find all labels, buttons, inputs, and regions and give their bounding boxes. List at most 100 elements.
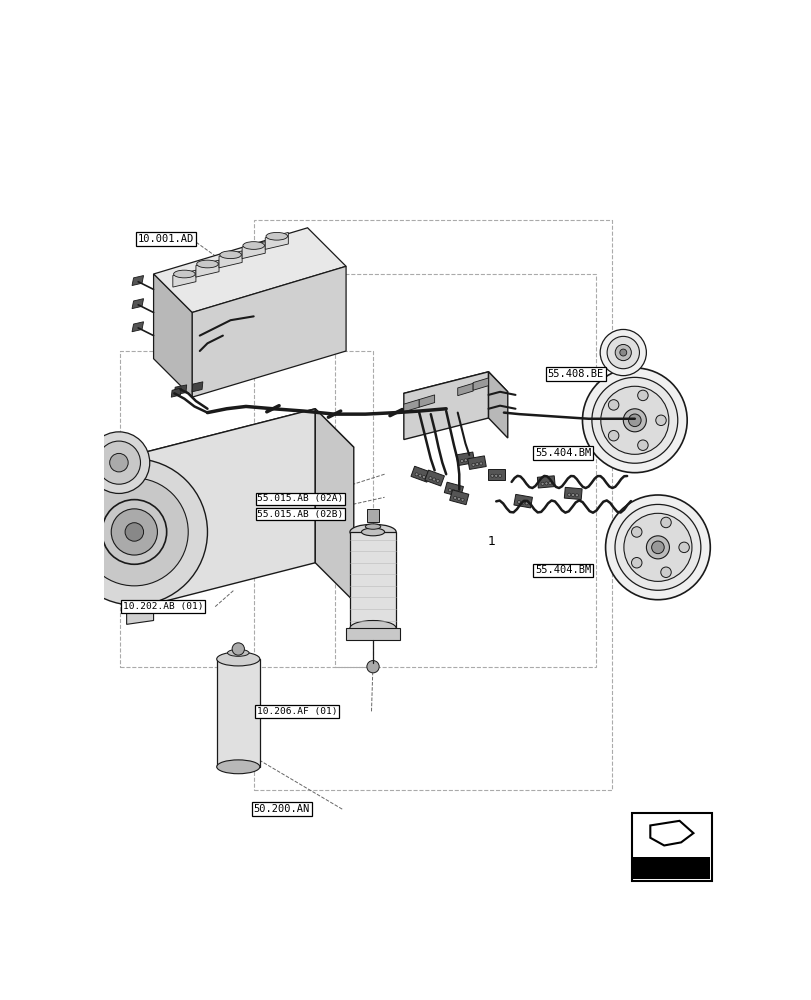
Circle shape [615, 344, 631, 361]
Polygon shape [449, 490, 468, 505]
Ellipse shape [227, 649, 249, 656]
Circle shape [599, 329, 646, 376]
Text: 1: 1 [487, 535, 495, 548]
Circle shape [125, 523, 144, 541]
Ellipse shape [350, 524, 396, 540]
Circle shape [623, 409, 646, 432]
Text: 50.200.AN: 50.200.AN [253, 804, 310, 814]
Polygon shape [134, 409, 354, 493]
Text: 10.202.AB (01): 10.202.AB (01) [122, 602, 203, 611]
Circle shape [628, 414, 641, 427]
Ellipse shape [266, 232, 287, 240]
Polygon shape [488, 372, 507, 438]
Circle shape [525, 502, 528, 505]
Polygon shape [153, 274, 192, 397]
Polygon shape [132, 299, 144, 309]
Text: 55.408.BE: 55.408.BE [547, 369, 603, 379]
Circle shape [475, 463, 478, 466]
Ellipse shape [217, 760, 260, 774]
Polygon shape [457, 383, 473, 396]
Circle shape [490, 474, 493, 477]
Polygon shape [456, 452, 474, 466]
Polygon shape [192, 266, 345, 397]
Polygon shape [171, 388, 181, 397]
Circle shape [467, 458, 470, 461]
Polygon shape [633, 857, 710, 879]
Circle shape [367, 661, 379, 673]
Circle shape [461, 498, 464, 501]
Circle shape [457, 497, 460, 500]
Circle shape [600, 386, 668, 454]
Polygon shape [473, 378, 488, 390]
Circle shape [575, 494, 577, 497]
Polygon shape [403, 372, 488, 440]
Polygon shape [217, 659, 260, 767]
Polygon shape [192, 382, 203, 392]
Polygon shape [173, 270, 195, 287]
Circle shape [637, 440, 647, 450]
Polygon shape [219, 251, 242, 268]
Circle shape [494, 474, 497, 477]
Circle shape [660, 567, 671, 577]
Circle shape [637, 390, 647, 401]
Circle shape [607, 336, 639, 369]
Polygon shape [487, 469, 504, 480]
Polygon shape [403, 400, 418, 412]
Circle shape [571, 493, 574, 497]
Circle shape [418, 474, 421, 477]
Circle shape [540, 482, 543, 485]
Circle shape [111, 509, 157, 555]
Circle shape [660, 517, 671, 528]
Circle shape [619, 349, 626, 356]
Polygon shape [132, 322, 144, 332]
Polygon shape [153, 228, 345, 312]
Circle shape [97, 441, 140, 484]
Ellipse shape [196, 260, 218, 268]
Polygon shape [537, 476, 555, 488]
Circle shape [521, 501, 524, 504]
Circle shape [567, 493, 570, 496]
Circle shape [623, 513, 691, 581]
Text: 55.015.AB (02B): 55.015.AB (02B) [257, 510, 343, 519]
Circle shape [646, 536, 668, 559]
Circle shape [414, 473, 418, 476]
Circle shape [631, 527, 642, 537]
Polygon shape [345, 628, 400, 640]
Circle shape [591, 377, 677, 463]
Text: 10.001.AD: 10.001.AD [138, 234, 194, 244]
Polygon shape [367, 509, 379, 522]
Circle shape [479, 462, 482, 465]
Circle shape [61, 459, 208, 605]
Text: 55.015.AB (02A): 55.015.AB (02A) [257, 494, 343, 503]
Polygon shape [127, 601, 153, 624]
Ellipse shape [217, 652, 260, 666]
Text: 55.404.BM: 55.404.BM [534, 448, 590, 458]
Circle shape [452, 490, 454, 493]
Polygon shape [403, 372, 507, 413]
Ellipse shape [242, 242, 264, 249]
Polygon shape [350, 532, 396, 628]
Polygon shape [134, 409, 315, 609]
Polygon shape [513, 494, 532, 508]
Circle shape [607, 430, 618, 441]
Circle shape [544, 482, 547, 485]
Circle shape [655, 415, 666, 426]
Polygon shape [242, 242, 265, 259]
Circle shape [605, 495, 710, 600]
Polygon shape [132, 276, 144, 286]
Ellipse shape [365, 524, 380, 529]
Circle shape [464, 459, 466, 462]
Circle shape [548, 482, 551, 485]
Ellipse shape [350, 620, 396, 636]
Polygon shape [564, 487, 581, 500]
Circle shape [460, 459, 463, 463]
Circle shape [88, 432, 149, 493]
Circle shape [607, 400, 618, 410]
Polygon shape [265, 232, 288, 249]
Circle shape [678, 542, 689, 553]
Ellipse shape [220, 251, 241, 259]
Circle shape [109, 453, 128, 472]
Ellipse shape [174, 270, 195, 278]
Ellipse shape [361, 528, 384, 536]
Polygon shape [195, 260, 219, 277]
